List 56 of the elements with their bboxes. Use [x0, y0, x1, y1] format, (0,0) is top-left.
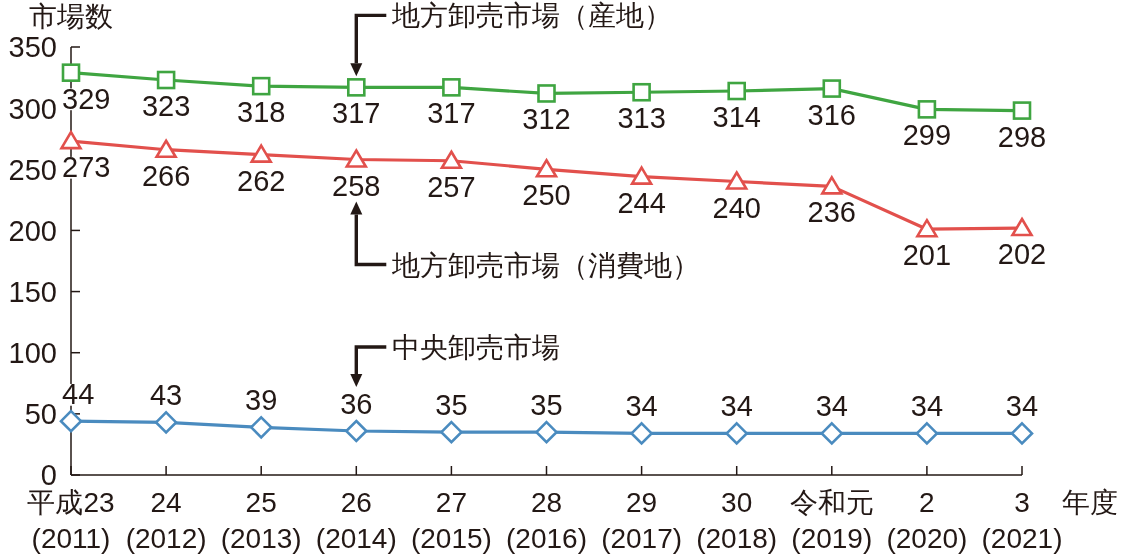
data-label: 266: [141, 159, 191, 192]
ytick: 50: [24, 398, 57, 431]
series-name: 地方卸売市場（消費地）: [392, 249, 701, 281]
xtick: 令和元 (2019): [789, 487, 874, 554]
xtick: 29 (2017): [601, 487, 683, 554]
data-label: 299: [902, 119, 952, 152]
data-label: 298: [997, 120, 1047, 153]
xtick: 24 (2012): [125, 487, 207, 554]
data-label: 318: [237, 96, 286, 129]
xtick: 2 (2020): [886, 487, 968, 554]
data-label: 262: [237, 164, 286, 197]
data-label: 201: [902, 239, 952, 272]
xtick: 平成23 (2011): [27, 487, 115, 554]
data-label: 34: [815, 390, 848, 423]
xtick: 3 (2021): [981, 487, 1063, 554]
data-label: 329: [62, 82, 111, 115]
data-label: 244: [617, 186, 666, 219]
data-label: 258: [332, 169, 381, 202]
data-label: 39: [245, 384, 278, 417]
data-label: 317: [427, 97, 476, 130]
series-name: 中央卸売市場: [392, 332, 561, 364]
data-label: 313: [617, 102, 666, 135]
data-label: 34: [720, 390, 753, 423]
data-label: 316: [807, 98, 856, 131]
ytick: 150: [8, 276, 57, 308]
ylabel: 市場数: [29, 1, 113, 32]
xtick: 27 (2015): [410, 487, 492, 554]
data-label: 323: [141, 90, 191, 122]
data-label: 43: [149, 379, 183, 412]
data-label: 35: [530, 389, 563, 422]
data-label: 36: [340, 388, 373, 420]
data-label: 34: [1005, 390, 1039, 423]
data-label: 250: [522, 179, 571, 212]
data-label: 312: [522, 103, 571, 136]
ytick: 100: [8, 337, 57, 370]
ytick: 200: [8, 214, 57, 247]
ytick: 250: [8, 153, 57, 186]
data-label: 202: [997, 238, 1047, 270]
xtick: 25 (2013): [220, 487, 302, 554]
series-name: 地方卸売市場（産地）: [392, 0, 673, 32]
data-label: 240: [712, 191, 761, 224]
data-label: 314: [712, 101, 761, 133]
data-label: 257: [427, 170, 476, 203]
xtick: 30 (2018): [696, 487, 778, 554]
ytick: 300: [8, 92, 57, 125]
data-label: 236: [807, 196, 856, 229]
xlabel: 年度: [1062, 487, 1118, 518]
data-label: 273: [62, 151, 111, 184]
data-label: 317: [332, 97, 381, 130]
xtick: 28 (2016): [506, 487, 587, 554]
data-label: 35: [435, 389, 468, 422]
data-label: 34: [625, 390, 658, 423]
ytick: 350: [8, 31, 57, 64]
data-label: 34: [910, 390, 944, 423]
xtick: 26 (2014): [315, 487, 397, 554]
data-label: 44: [62, 378, 95, 411]
